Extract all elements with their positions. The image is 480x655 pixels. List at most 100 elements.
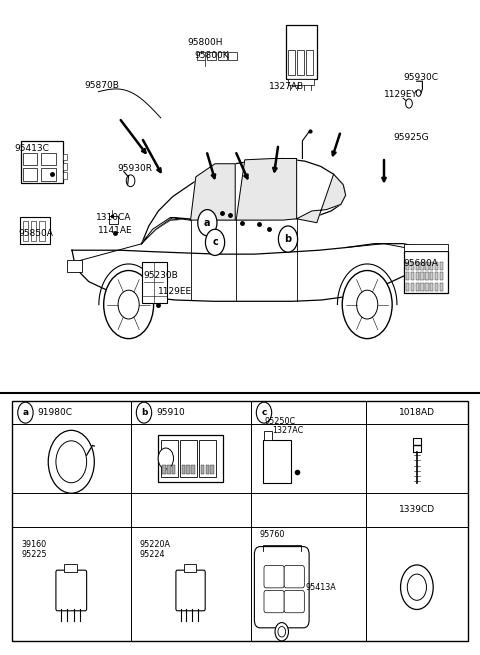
Text: 95413A: 95413A <box>306 583 336 591</box>
Circle shape <box>104 271 154 339</box>
FancyBboxPatch shape <box>176 570 205 610</box>
Bar <box>411 272 414 280</box>
Polygon shape <box>142 159 346 244</box>
Bar <box>162 465 166 474</box>
Bar <box>184 564 196 572</box>
Bar <box>404 244 448 251</box>
Text: 95930C: 95930C <box>403 73 438 82</box>
Text: 95250C: 95250C <box>264 417 296 426</box>
Text: 95224: 95224 <box>139 550 165 559</box>
Bar <box>416 262 419 270</box>
Circle shape <box>400 565 433 609</box>
Bar <box>39 221 45 241</box>
Circle shape <box>198 210 217 236</box>
FancyBboxPatch shape <box>254 546 309 627</box>
Bar <box>23 168 37 181</box>
Bar <box>440 272 443 280</box>
Text: c: c <box>212 237 218 248</box>
Bar <box>430 262 433 270</box>
Bar <box>211 465 214 474</box>
Text: 1310CA: 1310CA <box>96 213 132 222</box>
Bar <box>425 262 429 270</box>
Bar <box>288 50 295 75</box>
Bar <box>435 283 438 291</box>
Bar <box>410 254 420 269</box>
Bar <box>168 465 171 474</box>
Text: b: b <box>141 408 147 417</box>
Circle shape <box>256 402 272 423</box>
Circle shape <box>205 229 225 255</box>
Bar <box>67 260 82 272</box>
Bar <box>64 564 77 572</box>
Bar <box>430 272 433 280</box>
Text: 39160: 39160 <box>22 540 47 549</box>
Text: 1141AE: 1141AE <box>98 226 133 235</box>
Bar <box>63 172 67 179</box>
Text: a: a <box>204 217 211 228</box>
Bar <box>440 283 443 291</box>
Bar <box>406 272 409 280</box>
Circle shape <box>118 290 139 319</box>
FancyBboxPatch shape <box>264 591 284 613</box>
Circle shape <box>136 402 152 423</box>
Text: 91980C: 91980C <box>37 408 72 417</box>
Bar <box>197 52 205 60</box>
Bar <box>425 272 429 280</box>
Bar <box>186 465 190 474</box>
Bar <box>21 141 63 183</box>
Bar <box>420 272 424 280</box>
Bar <box>207 52 216 60</box>
Circle shape <box>158 448 174 469</box>
Circle shape <box>342 271 392 339</box>
FancyBboxPatch shape <box>284 565 304 588</box>
Bar <box>191 465 195 474</box>
Bar <box>206 465 209 474</box>
Bar <box>411 283 414 291</box>
Text: 95760: 95760 <box>259 531 285 539</box>
Text: 1327AC: 1327AC <box>272 426 303 435</box>
Bar <box>23 221 28 241</box>
Circle shape <box>56 441 87 483</box>
Text: 95850A: 95850A <box>18 229 53 238</box>
Text: 95230B: 95230B <box>143 271 178 280</box>
Bar <box>264 431 272 440</box>
FancyBboxPatch shape <box>284 591 304 613</box>
Text: 1327AB: 1327AB <box>269 82 304 91</box>
Bar <box>297 50 304 75</box>
Text: 95225: 95225 <box>22 550 47 559</box>
Bar <box>31 221 36 241</box>
Circle shape <box>275 622 288 641</box>
Bar <box>306 50 313 75</box>
Bar <box>218 52 227 60</box>
Bar <box>420 262 424 270</box>
Bar <box>416 283 419 291</box>
Bar <box>435 272 438 280</box>
FancyBboxPatch shape <box>56 570 87 610</box>
Text: 95413C: 95413C <box>14 143 49 153</box>
Circle shape <box>18 402 33 423</box>
Bar <box>406 262 409 270</box>
Polygon shape <box>142 217 190 244</box>
Text: 95800H: 95800H <box>187 38 223 47</box>
Circle shape <box>278 626 286 637</box>
Polygon shape <box>72 244 420 301</box>
Polygon shape <box>297 174 346 223</box>
Bar <box>440 262 443 270</box>
Bar <box>172 465 176 474</box>
Bar <box>41 153 56 165</box>
Bar <box>12 401 468 641</box>
Circle shape <box>278 226 298 252</box>
Bar <box>404 251 448 293</box>
Polygon shape <box>236 159 297 220</box>
Bar <box>286 25 317 79</box>
Text: 1018AD: 1018AD <box>399 408 435 417</box>
Bar <box>406 283 409 291</box>
Text: 95680A: 95680A <box>403 259 438 268</box>
Bar <box>181 465 185 474</box>
Text: 95910: 95910 <box>156 408 185 417</box>
Bar <box>180 440 197 477</box>
Text: 95220A: 95220A <box>139 540 170 549</box>
Circle shape <box>416 90 421 96</box>
Text: c: c <box>261 408 267 417</box>
Text: 1339CD: 1339CD <box>399 506 435 514</box>
